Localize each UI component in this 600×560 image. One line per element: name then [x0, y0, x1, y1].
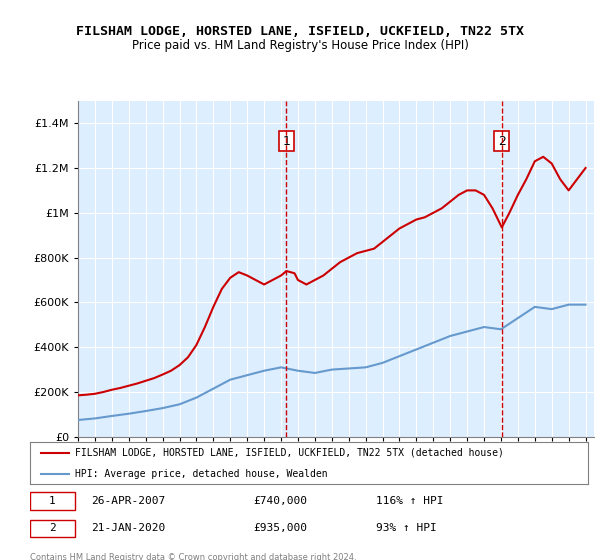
Text: Contains HM Land Registry data © Crown copyright and database right 2024.
This d: Contains HM Land Registry data © Crown c… — [30, 553, 356, 560]
Text: 1: 1 — [283, 134, 290, 148]
Text: £740,000: £740,000 — [253, 496, 307, 506]
Text: 1: 1 — [49, 496, 56, 506]
Text: HPI: Average price, detached house, Wealden: HPI: Average price, detached house, Weal… — [74, 469, 327, 479]
FancyBboxPatch shape — [30, 520, 74, 537]
Text: £935,000: £935,000 — [253, 524, 307, 533]
Text: FILSHAM LODGE, HORSTED LANE, ISFIELD, UCKFIELD, TN22 5TX (detached house): FILSHAM LODGE, HORSTED LANE, ISFIELD, UC… — [74, 448, 503, 458]
Text: 21-JAN-2020: 21-JAN-2020 — [91, 524, 166, 533]
Text: Price paid vs. HM Land Registry's House Price Index (HPI): Price paid vs. HM Land Registry's House … — [131, 39, 469, 52]
Text: 2: 2 — [49, 524, 56, 533]
Text: 2: 2 — [498, 134, 506, 148]
Text: 93% ↑ HPI: 93% ↑ HPI — [376, 524, 437, 533]
Text: 26-APR-2007: 26-APR-2007 — [91, 496, 166, 506]
FancyBboxPatch shape — [30, 492, 74, 510]
Text: 116% ↑ HPI: 116% ↑ HPI — [376, 496, 443, 506]
Text: FILSHAM LODGE, HORSTED LANE, ISFIELD, UCKFIELD, TN22 5TX: FILSHAM LODGE, HORSTED LANE, ISFIELD, UC… — [76, 25, 524, 38]
